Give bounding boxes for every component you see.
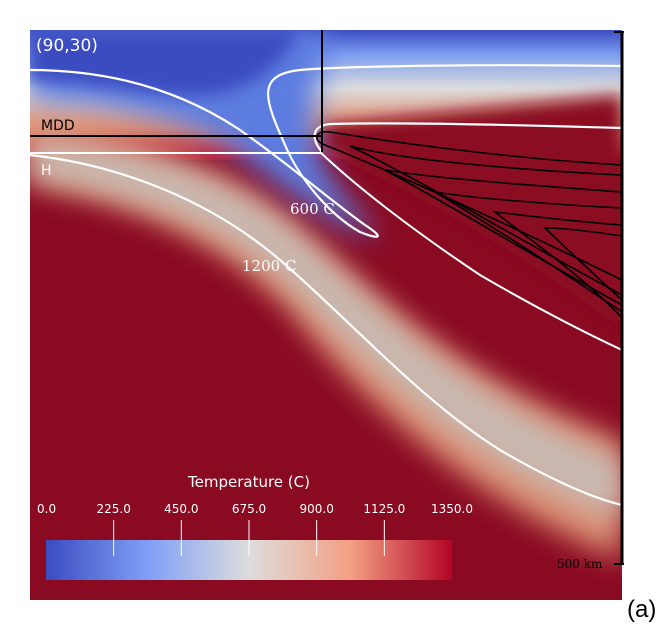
colorbar-tick-label: 1125.0 — [363, 502, 405, 516]
cold-tongue-core — [30, 30, 300, 96]
colorbar-ticks: 0.0 225.0 450.0 675.0 900.0 1125.0 1350.0 — [37, 502, 473, 556]
isotherm-1200-line — [30, 153, 622, 507]
streamline-1 — [316, 130, 622, 281]
colorbar-tick-label: 900.0 — [299, 502, 333, 516]
streamline-2 — [349, 145, 622, 296]
isotherm-1200-label: 1200 C — [242, 257, 296, 275]
scale-bar-label: 500 km — [557, 557, 603, 571]
colorbar-tick-label: 1350.0 — [431, 502, 473, 516]
mantle-wedge — [320, 95, 622, 330]
mdd-label: MDD — [41, 118, 75, 134]
slab-outer — [30, 130, 622, 560]
slab-boundary-line — [319, 151, 622, 351]
h-label: H — [41, 163, 52, 179]
colorbar-tick-label: 450.0 — [164, 502, 198, 516]
isotherm-600-line — [30, 64, 622, 238]
streamline-4 — [434, 191, 622, 313]
slab-core — [30, 140, 622, 520]
colorbar-tick-label: 225.0 — [96, 502, 130, 516]
colorbar-tick-label: 0.0 — [37, 502, 56, 516]
colorbar-title: Temperature (C) — [187, 473, 310, 491]
panel-label: (a) — [627, 596, 657, 623]
streamline-6 — [543, 227, 622, 301]
colorbar: Temperature (C) 0.0 225.0 450.0 675.0 900.0 1… — [37, 473, 473, 580]
streamline-5 — [492, 210, 622, 319]
colorbar-tick-label: 675.0 — [232, 502, 266, 516]
streamlines — [316, 130, 622, 319]
corner-label: (90,30) — [36, 36, 98, 56]
isotherm-600-label: 600 C — [290, 200, 335, 218]
isotherm-inner-line — [313, 122, 622, 153]
